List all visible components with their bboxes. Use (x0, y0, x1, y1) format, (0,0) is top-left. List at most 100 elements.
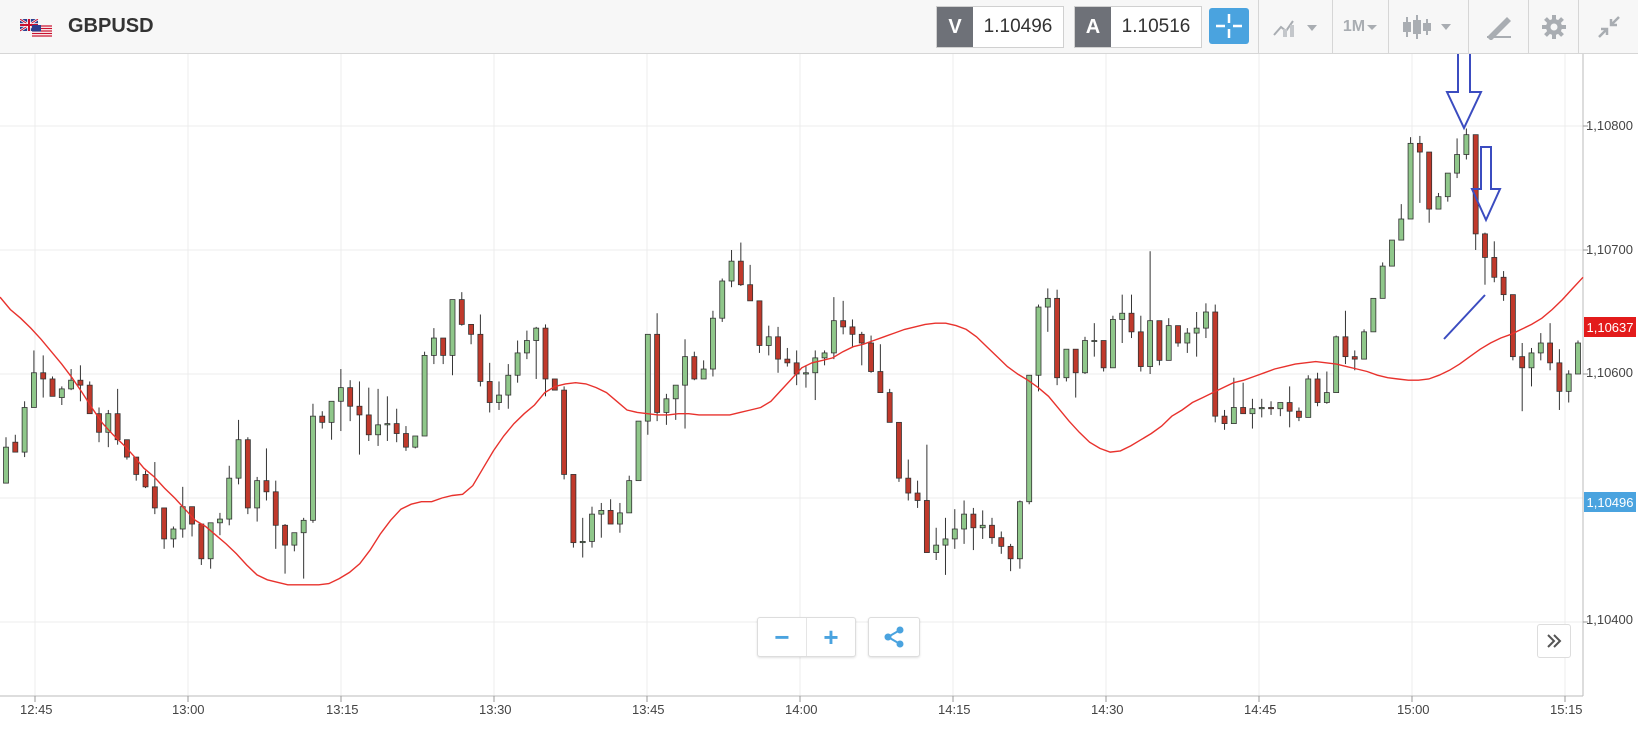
candle-up (207, 522, 214, 560)
settings-button[interactable] (1528, 0, 1579, 53)
candle-down (77, 379, 84, 386)
candle-up (1277, 402, 1284, 410)
zoom-out-button[interactable]: − (758, 618, 807, 656)
candle-down (1314, 378, 1321, 403)
candle-up (310, 415, 316, 521)
y-tick-label: 1,10600 (1586, 365, 1633, 380)
candle-down (1268, 407, 1274, 410)
candle-up (598, 509, 605, 515)
buy-price-box[interactable]: A 1.10516 (1074, 6, 1202, 48)
candle-up (830, 320, 837, 354)
candle-down (468, 323, 474, 335)
scroll-to-latest-button[interactable] (1537, 624, 1571, 658)
candle-down (49, 378, 56, 397)
candle-down (96, 413, 102, 433)
chart-type-button[interactable] (1388, 0, 1469, 53)
candle-up (933, 544, 940, 553)
candle-up (1082, 340, 1088, 374)
candle-down (607, 509, 614, 525)
candle-up (179, 506, 186, 530)
candle-up (821, 352, 828, 359)
candle-up (1249, 408, 1256, 415)
indicators-icon (1273, 19, 1317, 37)
candle-down (570, 474, 577, 544)
candle-down (542, 327, 549, 380)
candle-up (1454, 154, 1460, 174)
candle-up (1305, 378, 1312, 418)
symbol-title: GBPUSD (68, 15, 154, 37)
candle-up (31, 372, 37, 408)
candle-up (68, 379, 75, 390)
timeframe-button[interactable]: 1M (1332, 0, 1389, 53)
candle-down (365, 414, 372, 436)
candle-down (747, 284, 754, 302)
candle-down (477, 333, 484, 382)
settings-icon (1542, 14, 1566, 39)
candle-up (663, 398, 670, 413)
candle-down (189, 506, 195, 525)
candle-down (1072, 348, 1079, 374)
buy-label: A (1075, 7, 1111, 47)
candle-down (133, 456, 140, 475)
candle-up (719, 280, 726, 319)
candle-down (319, 415, 326, 423)
uk-us-flag-icon (20, 19, 52, 37)
candle-down (1137, 331, 1144, 367)
candle-down (1509, 294, 1516, 358)
candle-up (533, 327, 540, 341)
sell-label: V (937, 7, 973, 47)
candle-down (914, 492, 921, 501)
candle-down (1128, 312, 1135, 333)
candle-up (1575, 342, 1581, 375)
candle-up (579, 540, 586, 544)
candle-down (86, 384, 93, 415)
candle-up (803, 372, 809, 375)
candle-up (523, 340, 530, 354)
candle-up (644, 333, 651, 422)
zoom-in-button[interactable]: + (823, 621, 839, 652)
candle-down (886, 392, 893, 423)
candle-down (737, 260, 744, 286)
candle-up (765, 336, 772, 346)
candle-down (486, 381, 493, 403)
candle-up (1258, 407, 1265, 410)
candle-up (812, 357, 819, 374)
candle-down (1221, 415, 1228, 425)
bid-price-tag: 1,10496 (1584, 492, 1636, 512)
candle-up (170, 528, 177, 540)
candle-down (1240, 407, 1247, 415)
candle-up (1398, 218, 1405, 241)
x-tick-label: 15:15 (1550, 702, 1583, 717)
drawing-tools-icon (1487, 16, 1511, 40)
timeframe-label: 1M (1342, 17, 1366, 35)
candle-up (1537, 342, 1544, 354)
y-tick-label: 1,10800 (1586, 118, 1633, 133)
candle-up (412, 435, 419, 448)
candle-down (1212, 311, 1219, 417)
candle-down (561, 389, 568, 475)
candle-up (589, 513, 595, 542)
candle-down (1007, 545, 1014, 560)
candle-down (1351, 356, 1358, 360)
sell-price-box[interactable]: V 1.10496 (936, 6, 1064, 48)
candle-up (1091, 340, 1098, 342)
candle-up (635, 420, 642, 482)
candle-down (1500, 276, 1507, 296)
candle-down (998, 537, 1005, 547)
candle-up (58, 388, 65, 398)
collapse-button[interactable] (1578, 0, 1638, 53)
crosshair-button[interactable] (1209, 8, 1249, 44)
candle-down (840, 320, 847, 328)
candle-down (877, 371, 884, 393)
drawing-tools-button[interactable] (1468, 0, 1529, 53)
candle-down (691, 356, 698, 380)
current-price-tag: 1,10637 (1584, 317, 1636, 337)
share-button[interactable] (868, 617, 920, 657)
candle-up (254, 480, 261, 509)
candlestick-chart[interactable] (0, 54, 1638, 730)
candle-down (458, 299, 465, 325)
candle-up (1016, 501, 1023, 560)
candle-up (710, 317, 716, 370)
candle-up (235, 439, 242, 479)
indicators-button[interactable] (1258, 0, 1333, 53)
